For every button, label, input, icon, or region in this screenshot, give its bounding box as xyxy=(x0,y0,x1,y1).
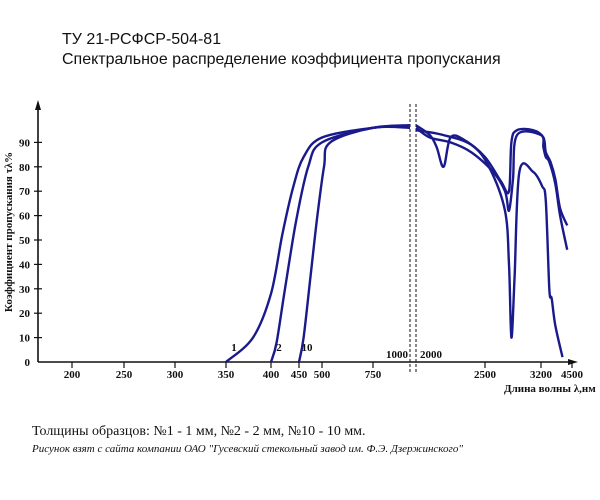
series-10-ir-line xyxy=(415,129,564,358)
series-2-ir-line xyxy=(415,126,569,251)
series-2-uv-vis-line xyxy=(269,124,411,363)
chart-curves xyxy=(225,124,569,363)
y-tick-label: 70 xyxy=(19,186,31,198)
header-standard: ТУ 21-РСФСР-504-81 xyxy=(62,31,222,48)
chart-labels: 1 2 10 xyxy=(231,342,313,354)
chart-title: Спектральное распределение коэффициента … xyxy=(62,51,501,68)
x-tick-label: 300 xyxy=(167,369,184,381)
series-1-uv-vis-line xyxy=(225,124,411,363)
y-tick-label: 20 xyxy=(19,308,31,320)
y-axis-label: Коэффициент пропускания τλ% xyxy=(3,152,15,312)
y-tick-label: 40 xyxy=(19,259,31,271)
x-tick-label: 200 xyxy=(64,369,81,381)
x-tick-label: 750 xyxy=(365,369,382,381)
series-1-label: 1 xyxy=(231,342,237,354)
x-tick-label: 250 xyxy=(116,369,133,381)
series-2-label: 2 xyxy=(276,342,282,354)
header: ТУ 21-РСФСР-504-81 Спектральное распреде… xyxy=(62,30,501,70)
x-tick-label: 2500 xyxy=(474,369,497,381)
break-label: 1000 xyxy=(386,349,409,361)
x-tick-label: 350 xyxy=(218,369,235,381)
series-10-uv-vis-line xyxy=(297,125,411,363)
y-tick-label: 80 xyxy=(19,162,31,174)
x-tick-label: 400 xyxy=(263,369,280,381)
y-axis-arrow xyxy=(35,100,41,110)
x-tick-label: 3200 xyxy=(530,369,553,381)
x-axis-arrow xyxy=(568,359,578,365)
x-tick-label: 500 xyxy=(314,369,331,381)
x-axis-label: Длина волны λ,нм xyxy=(504,383,596,395)
break-label: 2000 xyxy=(420,349,443,361)
y-tick-label: 10 xyxy=(19,333,31,345)
y-tick-label: 90 xyxy=(19,137,31,149)
transmission-chart: 0 10 20 30 40 50 60 70 80 90 200 250 300 350 400 450 500… xyxy=(3,100,596,395)
x-tick-label: 4500 xyxy=(561,369,584,381)
source-caption: Рисунок взят с сайта компании ОАО "Гусев… xyxy=(32,443,463,455)
x-tick-label: 450 xyxy=(291,369,308,381)
y-tick-label: 60 xyxy=(19,211,31,223)
chart-axes xyxy=(35,100,578,372)
sample-thickness-caption: Толщины образцов: №1 - 1 мм, №2 - 2 мм, … xyxy=(32,424,366,439)
y-tick-label: 50 xyxy=(19,235,31,247)
chart-ticks: 0 10 20 30 40 50 60 70 80 90 200 250 300 350 400 450 500… xyxy=(19,137,584,381)
y-tick-label: 0 xyxy=(25,357,31,369)
y-tick-label: 30 xyxy=(19,284,31,296)
series-10-label: 10 xyxy=(302,342,314,354)
